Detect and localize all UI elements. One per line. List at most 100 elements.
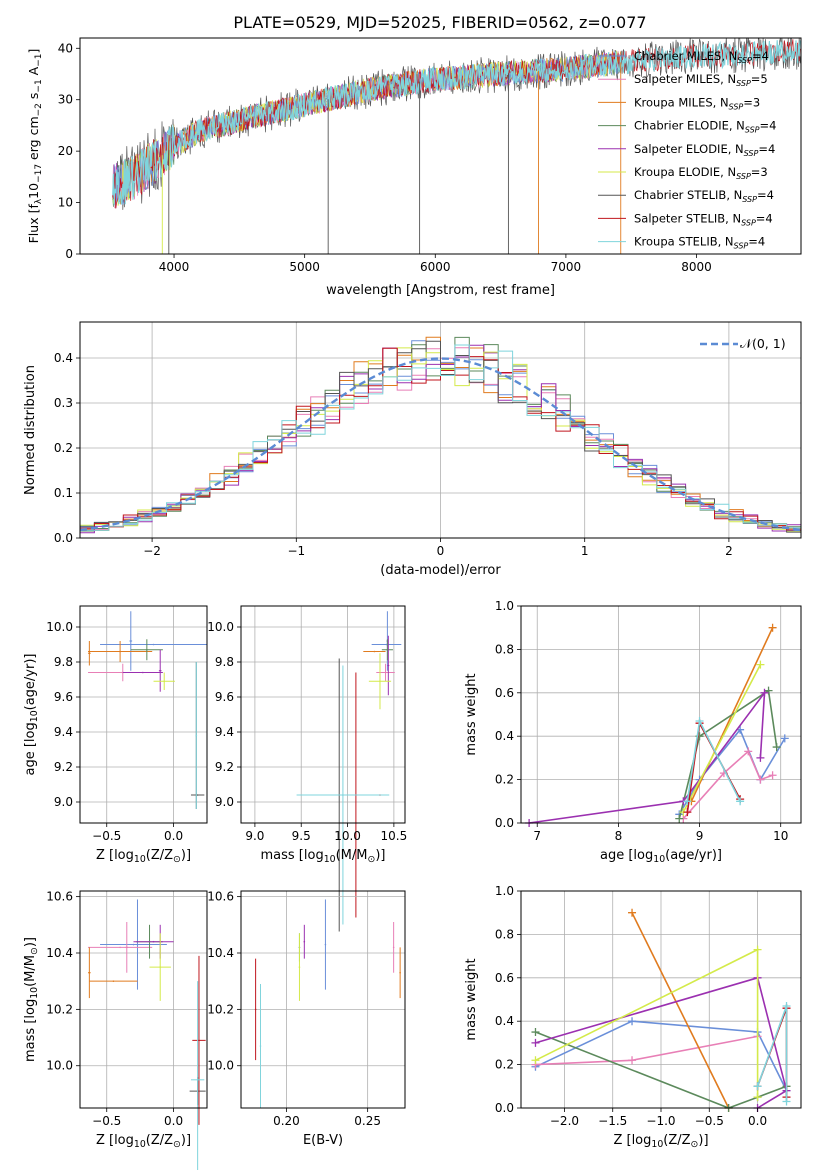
age-vs-Z-panel: −0.5 0.0 9.0 9.2 9.4 9.6 9.8 10.0 Z [log10(Z/Z⊙)… bbox=[23, 605, 208, 865]
mass-vs-ebv-panel: 0.20 0.25 10.0 10.2 10.4 10.6 E(B-V) bbox=[207, 890, 406, 1148]
x-tick-label: 0.0 bbox=[164, 829, 183, 843]
legend-label: Salpeter ELODIE, NSSP=4 bbox=[634, 142, 775, 158]
y-tick-label: 0.8 bbox=[495, 642, 514, 656]
data-point bbox=[159, 669, 162, 672]
y-tick-label: 10.0 bbox=[207, 620, 234, 634]
data-point bbox=[303, 940, 306, 943]
weight-marker bbox=[772, 743, 781, 752]
x-tick-label: 10 bbox=[773, 829, 788, 843]
weight-marker bbox=[628, 1017, 637, 1026]
x-tick-label: −1 bbox=[287, 544, 305, 558]
data-point bbox=[386, 648, 389, 651]
data-point bbox=[379, 680, 381, 683]
axes-frame bbox=[520, 605, 802, 824]
y-tick-label: 0.2 bbox=[54, 441, 73, 455]
x-tick-label: 8000 bbox=[681, 260, 712, 274]
y-tick-label: 40 bbox=[58, 41, 73, 55]
x-axis-label: Z [log10(Z/Z⊙)] bbox=[96, 848, 191, 865]
x-tick-label: 9.5 bbox=[292, 829, 311, 843]
data-point bbox=[392, 946, 395, 949]
y-axis-label: mass weight bbox=[464, 958, 479, 1040]
weight-marker bbox=[756, 753, 765, 762]
weight-marker bbox=[753, 1093, 762, 1102]
y-tick-label: 0.2 bbox=[495, 773, 514, 787]
legend-label: Salpeter MILES, NSSP=5 bbox=[634, 72, 768, 88]
x-tick-label: 5000 bbox=[289, 260, 320, 274]
weight-line-3 bbox=[535, 1031, 787, 1109]
data-point bbox=[159, 966, 162, 968]
y-tick-label: 10.0 bbox=[46, 620, 73, 634]
weight-line-4 bbox=[528, 690, 766, 824]
weight-marker bbox=[695, 717, 704, 726]
x-tick-label: 2 bbox=[725, 544, 733, 558]
weight-marker bbox=[736, 797, 745, 806]
x-axis-label: Z [log10(Z/Z⊙)] bbox=[613, 1133, 708, 1150]
weight-marker bbox=[753, 1082, 762, 1091]
y-axis-label: age [log10(age/yr)] bbox=[23, 654, 40, 776]
y-tick-label: 0.4 bbox=[495, 729, 514, 743]
x-tick-label: −0.5 bbox=[92, 1114, 121, 1128]
axes-frame bbox=[79, 890, 208, 1109]
x-tick-label: 9 bbox=[696, 829, 704, 843]
data-point bbox=[136, 943, 139, 946]
y-tick-label: 1.0 bbox=[495, 599, 514, 613]
y-axis-label: mass weight bbox=[464, 673, 479, 755]
x-tick-label: 0 bbox=[437, 544, 445, 558]
x-tick-label: −1.0 bbox=[646, 1114, 675, 1128]
data-point bbox=[387, 664, 390, 667]
data-point bbox=[399, 971, 401, 974]
y-tick-label: 9.0 bbox=[215, 795, 234, 809]
x-axis-label: wavelength [Angstrom, rest frame] bbox=[326, 283, 555, 298]
y-tick-label: 0.0 bbox=[495, 816, 514, 830]
y-tick-label: 9.4 bbox=[54, 725, 73, 739]
axes-frame bbox=[79, 605, 208, 824]
data-point bbox=[130, 640, 132, 642]
x-axis-label: Z [log10(Z/Z⊙)] bbox=[96, 1133, 191, 1150]
y-axis-label: Flux [fλ10−17 erg cm−2 s−1 A−1] bbox=[26, 49, 44, 244]
y-tick-label: 10.2 bbox=[46, 1002, 73, 1016]
weight-marker bbox=[531, 1038, 540, 1047]
weight-marker bbox=[756, 660, 765, 669]
mass-vs-Z-panel: −0.5 0.0 10.0 10.2 10.4 10.6 Z [log10(Z/Z⊙)] ma… bbox=[23, 890, 208, 1170]
y-tick-label: 0.3 bbox=[54, 396, 73, 410]
y-tick-label: 10.6 bbox=[46, 890, 73, 904]
y-tick-label: 20 bbox=[58, 144, 73, 158]
y-axis-label: mass [log10(M/M⊙)] bbox=[23, 937, 40, 1062]
data-point bbox=[259, 1045, 262, 1047]
data-point bbox=[196, 794, 199, 796]
data-point bbox=[152, 940, 155, 943]
weight-marker bbox=[675, 814, 684, 823]
x-tick-label: 8 bbox=[615, 829, 623, 843]
weight-line-5 bbox=[682, 664, 762, 813]
legend-label: Kroupa ELODIE, NSSP=3 bbox=[634, 165, 768, 181]
massweight-vs-age-panel: 7 8 9 10 0.0 0.2 0.4 0.6 0.8 1.0 age [log10(age/yr… bbox=[464, 599, 802, 865]
x-tick-label: 4000 bbox=[159, 260, 190, 274]
data-point bbox=[196, 1079, 199, 1081]
legend-label: Kroupa MILES, NSSP=3 bbox=[634, 95, 760, 111]
y-tick-label: 10.4 bbox=[46, 946, 73, 960]
legend-label: Chabrier MILES, NSSP=4 bbox=[634, 49, 769, 65]
normal-curve bbox=[79, 357, 802, 532]
data-point bbox=[163, 680, 166, 683]
x-axis-label: (data-model)/error bbox=[380, 563, 501, 578]
data-point bbox=[324, 943, 327, 946]
x-tick-label: −0.5 bbox=[695, 1114, 724, 1128]
weight-marker bbox=[628, 908, 637, 917]
y-tick-label: 0.0 bbox=[495, 1101, 514, 1115]
massweight-vs-Z-panel: −2.0 −1.5 −1.0 −0.5 0.0 0.0 0.2 0.4 0.6 0.8 1.0 Z [… bbox=[464, 884, 802, 1150]
y-tick-label: 1.0 bbox=[495, 884, 514, 898]
x-tick-label: 0.0 bbox=[748, 1114, 767, 1128]
weight-marker bbox=[756, 775, 765, 784]
y-tick-label: 0.0 bbox=[54, 531, 73, 545]
weight-marker bbox=[782, 1002, 791, 1011]
y-tick-label: 9.4 bbox=[215, 725, 234, 739]
x-tick-label: −1.5 bbox=[598, 1114, 627, 1128]
y-tick-label: 10.2 bbox=[207, 1002, 234, 1016]
weight-marker bbox=[683, 808, 692, 817]
x-tick-label: 10.5 bbox=[381, 829, 408, 843]
legend-label: 𝒩(0, 1) bbox=[740, 336, 786, 351]
weight-marker bbox=[780, 734, 789, 743]
x-tick-label: 7 bbox=[533, 829, 541, 843]
weight-marker bbox=[768, 623, 777, 632]
spectrum-line-8 bbox=[112, 40, 801, 206]
